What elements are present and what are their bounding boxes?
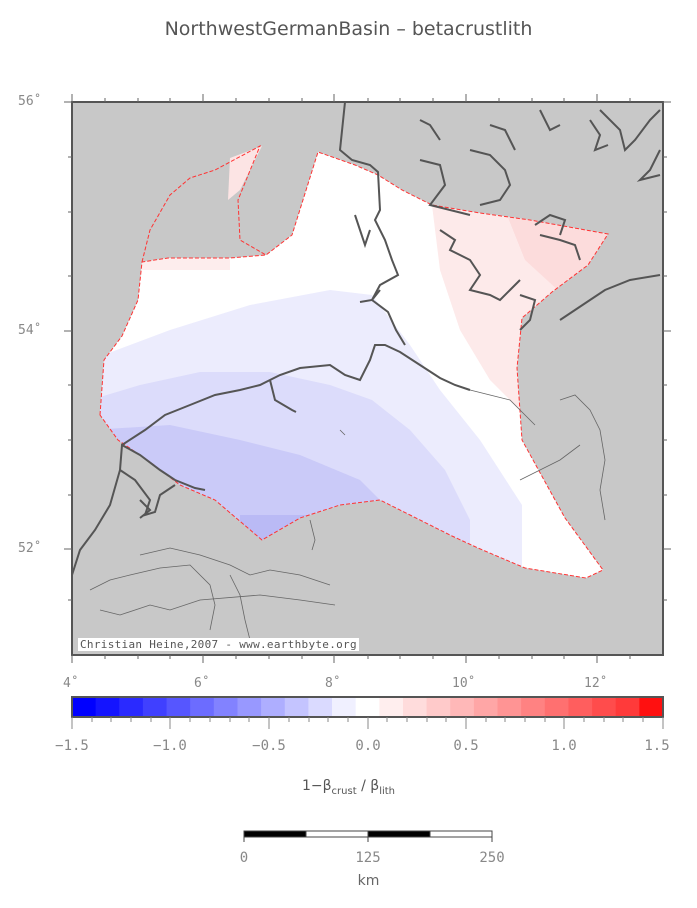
- lat-label-56: 56˚: [18, 94, 42, 109]
- colorbar-swatch: [568, 697, 593, 717]
- colorbar-swatch: [72, 697, 97, 717]
- colorbar-title-sub: lith: [379, 785, 396, 797]
- colorbar-swatch: [237, 697, 262, 717]
- colorbar-swatch: [166, 697, 191, 717]
- colorbar-swatch: [521, 697, 546, 717]
- colorbar-swatch: [119, 697, 144, 717]
- colorbar-swatch: [497, 697, 522, 717]
- rivers: [89, 389, 606, 641]
- colorbar-title-sub: crust: [331, 785, 357, 797]
- lon-label-12: 12˚: [584, 676, 608, 691]
- lat-label-54: 54˚: [18, 323, 42, 338]
- colorbar-swatch: [308, 697, 333, 717]
- colorbar-swatch: [615, 697, 640, 717]
- colorbar-swatch: [261, 697, 286, 717]
- colorbar-label: 1.5: [644, 738, 670, 754]
- colorbar-swatch: [213, 697, 238, 717]
- lobe-boundary: [141, 144, 267, 263]
- colorbar-label: −1.5: [55, 738, 89, 754]
- colorbar-swatch: [379, 697, 404, 717]
- colorbar-title: 1−βcrust / βlith: [0, 778, 697, 797]
- colorbar-swatch: [95, 697, 120, 717]
- colorbar-swatch: [544, 697, 569, 717]
- scale-unit: km: [357, 873, 380, 889]
- colorbar-swatch: [284, 697, 309, 717]
- colorbar-ticks: [71, 717, 664, 729]
- colorbar-swatch: [473, 697, 499, 717]
- lon-label-4: 4˚: [63, 676, 79, 691]
- lon-label-6: 6˚: [194, 676, 210, 691]
- colorbar-label: −0.5: [252, 738, 286, 754]
- colorbar-label: 0.0: [355, 738, 381, 754]
- colorbar-swatch: [402, 697, 428, 717]
- credit-text: Christian Heine,2007 - www.earthbyte.org: [78, 638, 359, 651]
- lon-label-10: 10˚: [452, 676, 476, 691]
- scale-label-125: 125: [355, 850, 381, 866]
- colorbar-swatch: [450, 697, 475, 717]
- colorbar-swatch: [190, 697, 215, 717]
- map-title: NorthwestGermanBasin – betacrustlith: [164, 18, 533, 40]
- colorbar-title-part: / β: [356, 778, 380, 794]
- colorbar-swatch: [355, 697, 380, 717]
- colorbar-swatch: [142, 697, 168, 717]
- scale-label-250: 250: [479, 850, 505, 866]
- colorbar-title-part: 1−β: [301, 778, 332, 794]
- colorbar-swatch: [639, 697, 664, 717]
- colorbar: [72, 697, 664, 717]
- scale-bar: [243, 830, 493, 842]
- colorbar-label: 1.0: [551, 738, 577, 754]
- lon-label-8: 8˚: [325, 676, 341, 691]
- basin-boundary: [99, 151, 609, 579]
- coastlines: [71, 101, 661, 576]
- colorbar-swatch: [332, 697, 357, 717]
- scale-label-0: 0: [239, 850, 249, 866]
- map-ticks: [64, 94, 671, 663]
- colorbar-label: 0.5: [453, 738, 479, 754]
- colorbar-label: −1.0: [153, 738, 187, 754]
- colorbar-swatch: [426, 697, 451, 717]
- lat-label-52: 52˚: [18, 541, 42, 556]
- colorbar-swatch: [592, 697, 617, 717]
- lobe-fill: [228, 146, 262, 200]
